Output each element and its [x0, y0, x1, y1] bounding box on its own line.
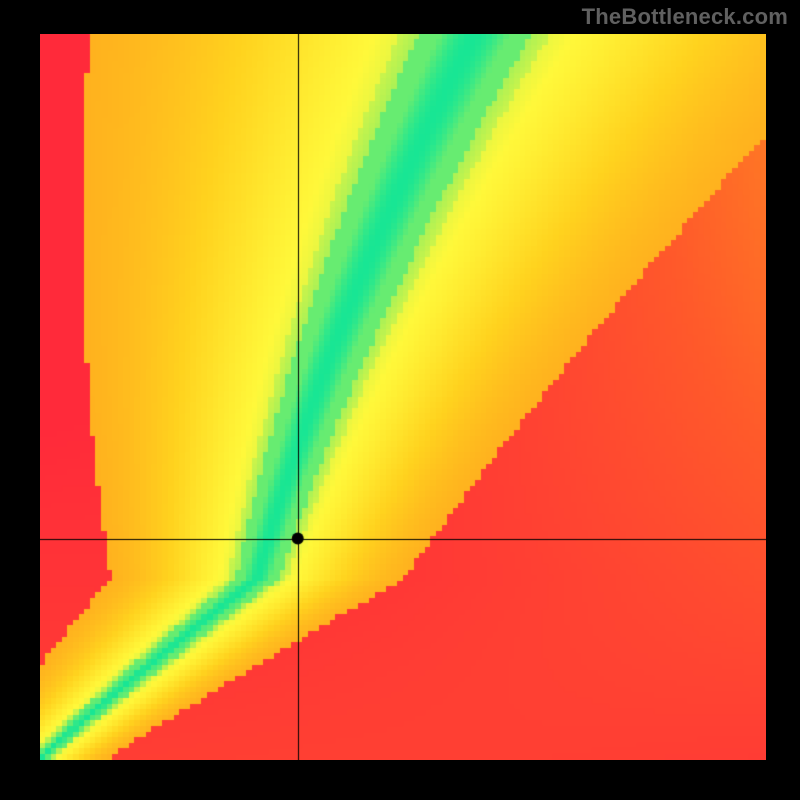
heatmap-canvas: [40, 34, 766, 760]
chart-container: TheBottleneck.com: [0, 0, 800, 800]
watermark-text: TheBottleneck.com: [582, 4, 788, 30]
